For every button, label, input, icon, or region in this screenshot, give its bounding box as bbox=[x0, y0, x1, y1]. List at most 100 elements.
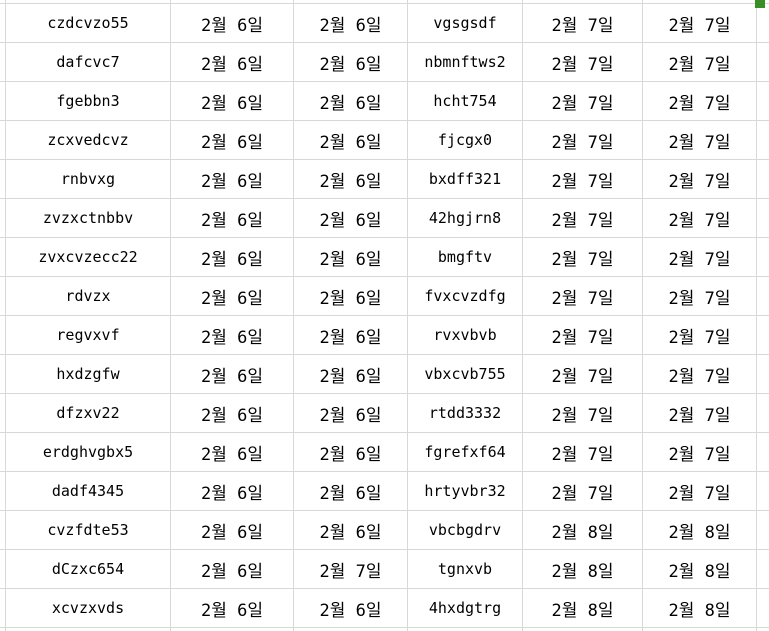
cell-date-a2[interactable]: 2월 6일 bbox=[294, 394, 408, 433]
cell-id-b[interactable]: vbxcvb755 bbox=[408, 355, 523, 394]
cell-date-a2[interactable]: 2월 6일 bbox=[294, 472, 408, 511]
partial-cell-left[interactable] bbox=[0, 82, 6, 121]
cell-date-b2[interactable]: 2월 7일 bbox=[643, 394, 757, 433]
partial-cell-right[interactable] bbox=[757, 43, 769, 82]
cell-date-b2[interactable]: 2월 7일 bbox=[643, 355, 757, 394]
partial-cell[interactable] bbox=[408, 628, 523, 631]
partial-cell-left[interactable] bbox=[0, 511, 6, 550]
cell-date-b2[interactable]: 2월 7일 bbox=[643, 43, 757, 82]
cell-date-a2[interactable]: 2월 6일 bbox=[294, 4, 408, 43]
cell-date-a2[interactable]: 2월 6일 bbox=[294, 589, 408, 628]
partial-cell-right[interactable] bbox=[757, 433, 769, 472]
cell-id-a[interactable]: dafcvc7 bbox=[6, 43, 171, 82]
cell-id-a[interactable]: rnbvxg bbox=[6, 160, 171, 199]
cell-date-a1[interactable]: 2월 6일 bbox=[171, 511, 294, 550]
cell-date-a2[interactable]: 2월 6일 bbox=[294, 160, 408, 199]
cell-date-b2[interactable]: 2월 8일 bbox=[643, 589, 757, 628]
cell-date-b1[interactable]: 2월 7일 bbox=[523, 160, 643, 199]
partial-cell[interactable] bbox=[6, 628, 171, 631]
cell-id-b[interactable]: rvxvbvb bbox=[408, 316, 523, 355]
cell-id-b[interactable]: vgsgsdf bbox=[408, 4, 523, 43]
cell-date-b1[interactable]: 2월 7일 bbox=[523, 121, 643, 160]
cell-id-b[interactable]: nbmnftws2 bbox=[408, 43, 523, 82]
cell-id-a[interactable]: dfzxv22 bbox=[6, 394, 171, 433]
cell-date-b1[interactable]: 2월 7일 bbox=[523, 394, 643, 433]
cell-date-a2[interactable]: 2월 6일 bbox=[294, 199, 408, 238]
cell-date-b2[interactable]: 2월 7일 bbox=[643, 472, 757, 511]
cell-date-b1[interactable]: 2월 7일 bbox=[523, 238, 643, 277]
cell-date-b2[interactable]: 2월 8일 bbox=[643, 511, 757, 550]
cell-id-b[interactable]: hcht754 bbox=[408, 82, 523, 121]
cell-id-b[interactable]: fjcgx0 bbox=[408, 121, 523, 160]
cell-date-a1[interactable]: 2월 6일 bbox=[171, 277, 294, 316]
cell-id-a[interactable]: regvxvf bbox=[6, 316, 171, 355]
partial-cell[interactable] bbox=[171, 0, 294, 4]
cell-date-a1[interactable]: 2월 6일 bbox=[171, 394, 294, 433]
cell-id-a[interactable]: fgebbn3 bbox=[6, 82, 171, 121]
cell-date-a1[interactable]: 2월 6일 bbox=[171, 238, 294, 277]
partial-cell-left[interactable] bbox=[0, 4, 6, 43]
partial-cell-right[interactable] bbox=[757, 589, 769, 628]
cell-date-a1[interactable]: 2월 6일 bbox=[171, 43, 294, 82]
cell-date-a2[interactable]: 2월 6일 bbox=[294, 316, 408, 355]
cell-date-b1[interactable]: 2월 7일 bbox=[523, 355, 643, 394]
partial-cell[interactable] bbox=[643, 628, 757, 631]
cell-id-b[interactable]: fgrefxf64 bbox=[408, 433, 523, 472]
cell-date-a1[interactable]: 2월 6일 bbox=[171, 199, 294, 238]
cell-id-b[interactable]: rtdd3332 bbox=[408, 394, 523, 433]
cell-date-a1[interactable]: 2월 6일 bbox=[171, 4, 294, 43]
partial-cell-left[interactable] bbox=[0, 43, 6, 82]
cell-id-b[interactable]: fvxcvzdfg bbox=[408, 277, 523, 316]
cell-date-b2[interactable]: 2월 7일 bbox=[643, 433, 757, 472]
cell-date-b2[interactable]: 2월 8일 bbox=[643, 550, 757, 589]
cell-date-a2[interactable]: 2월 6일 bbox=[294, 43, 408, 82]
partial-cell[interactable] bbox=[294, 0, 408, 4]
cell-date-a1[interactable]: 2월 6일 bbox=[171, 121, 294, 160]
cell-id-b[interactable]: 4hxdgtrg bbox=[408, 589, 523, 628]
cell-date-a2[interactable]: 2월 6일 bbox=[294, 355, 408, 394]
cell-id-a[interactable]: zvxcvzecc22 bbox=[6, 238, 171, 277]
cell-date-a2[interactable]: 2월 6일 bbox=[294, 238, 408, 277]
partial-cell[interactable] bbox=[171, 628, 294, 631]
cell-id-a[interactable]: zvzxctnbbv bbox=[6, 199, 171, 238]
cell-id-b[interactable]: bxdff321 bbox=[408, 160, 523, 199]
cell-date-b1[interactable]: 2월 8일 bbox=[523, 550, 643, 589]
cell-date-a1[interactable]: 2월 6일 bbox=[171, 316, 294, 355]
partial-cell-right[interactable] bbox=[757, 472, 769, 511]
partial-cell-right[interactable] bbox=[757, 511, 769, 550]
cell-date-b2[interactable]: 2월 7일 bbox=[643, 160, 757, 199]
partial-cell[interactable] bbox=[757, 628, 769, 631]
cell-id-a[interactable]: zcxvedcvz bbox=[6, 121, 171, 160]
cell-date-a2[interactable]: 2월 6일 bbox=[294, 277, 408, 316]
cell-date-a2[interactable]: 2월 6일 bbox=[294, 82, 408, 121]
cell-id-a[interactable]: hxdzgfw bbox=[6, 355, 171, 394]
partial-cell-left[interactable] bbox=[0, 433, 6, 472]
cell-id-b[interactable]: 42hgjrn8 bbox=[408, 199, 523, 238]
cell-date-b2[interactable]: 2월 7일 bbox=[643, 316, 757, 355]
cell-date-b1[interactable]: 2월 7일 bbox=[523, 472, 643, 511]
cell-id-b[interactable]: hrtyvbr32 bbox=[408, 472, 523, 511]
partial-cell-left[interactable] bbox=[0, 394, 6, 433]
partial-cell-left[interactable] bbox=[0, 472, 6, 511]
cell-date-a2[interactable]: 2월 6일 bbox=[294, 511, 408, 550]
partial-cell-right[interactable] bbox=[757, 160, 769, 199]
partial-cell-left[interactable] bbox=[0, 199, 6, 238]
cell-date-b1[interactable]: 2월 7일 bbox=[523, 43, 643, 82]
partial-cell-right[interactable] bbox=[757, 4, 769, 43]
partial-cell-right[interactable] bbox=[757, 277, 769, 316]
partial-cell[interactable] bbox=[523, 0, 643, 4]
cell-date-a1[interactable]: 2월 6일 bbox=[171, 160, 294, 199]
partial-cell-right[interactable] bbox=[757, 199, 769, 238]
cell-id-a[interactable]: dadf4345 bbox=[6, 472, 171, 511]
partial-cell-left[interactable] bbox=[0, 160, 6, 199]
cell-date-a1[interactable]: 2월 6일 bbox=[171, 82, 294, 121]
fill-handle[interactable] bbox=[755, 0, 765, 8]
partial-cell-right[interactable] bbox=[757, 316, 769, 355]
partial-cell-left[interactable] bbox=[0, 550, 6, 589]
cell-date-b2[interactable]: 2월 7일 bbox=[643, 199, 757, 238]
cell-date-a2[interactable]: 2월 6일 bbox=[294, 433, 408, 472]
cell-date-b2[interactable]: 2월 7일 bbox=[643, 277, 757, 316]
cell-date-b1[interactable]: 2월 7일 bbox=[523, 82, 643, 121]
partial-cell[interactable] bbox=[0, 628, 6, 631]
cell-date-a1[interactable]: 2월 6일 bbox=[171, 355, 294, 394]
